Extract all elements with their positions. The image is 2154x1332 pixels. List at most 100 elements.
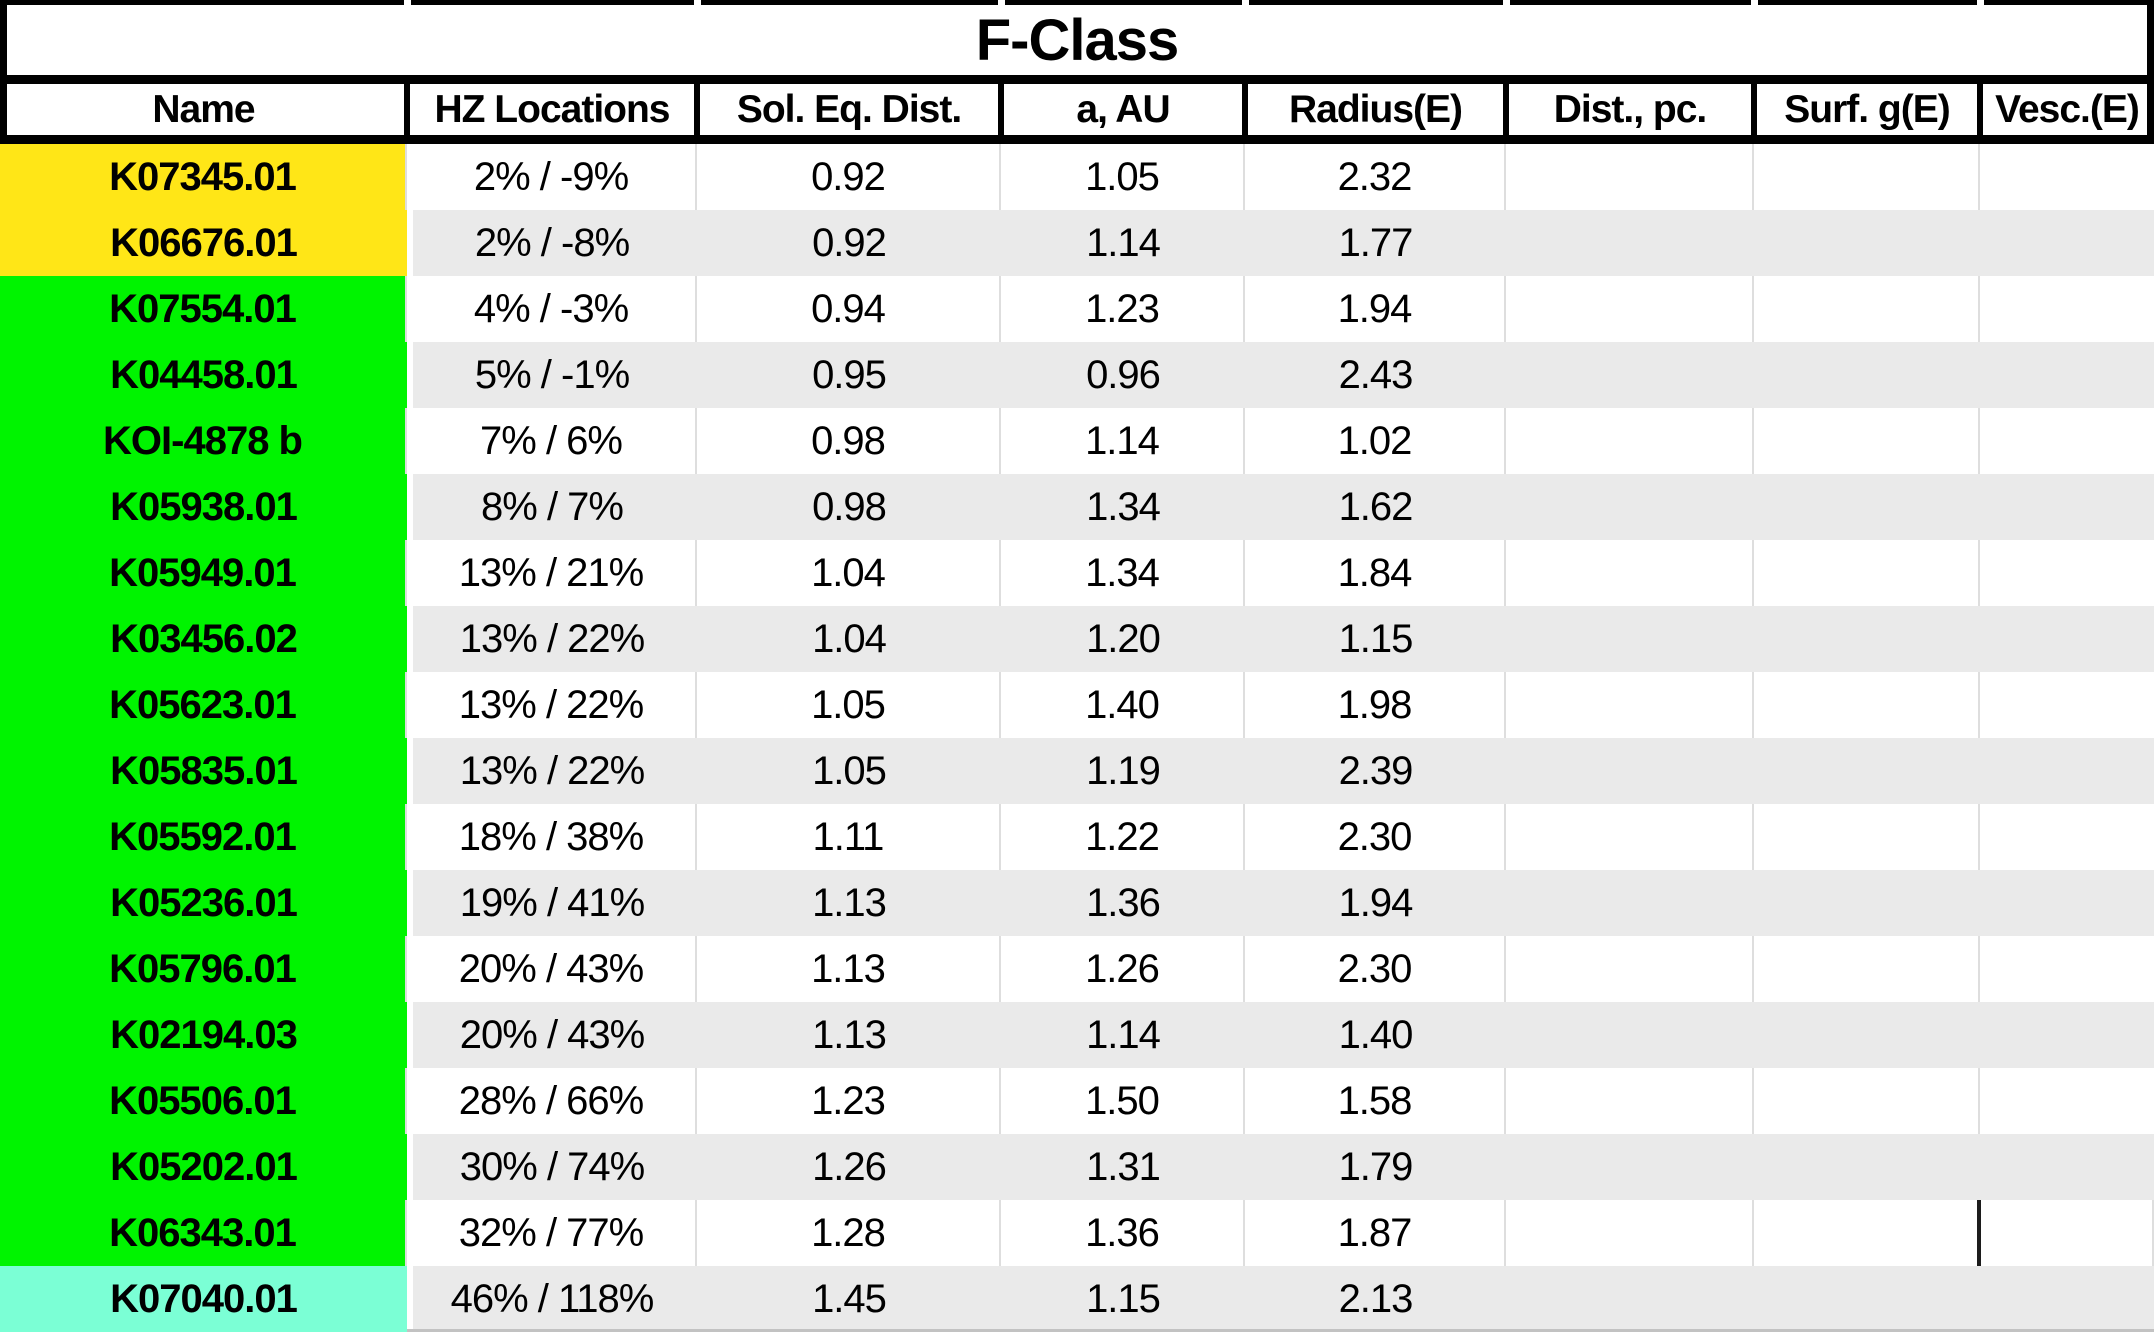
radius-cell[interactable]: 2.32 [1245, 144, 1506, 210]
surf-g-cell[interactable] [1754, 870, 1980, 936]
sol-eq-dist-cell[interactable]: 0.92 [812, 220, 887, 265]
vesc-cell[interactable] [1980, 540, 2154, 606]
surf-g-cell[interactable] [1754, 606, 1980, 672]
vesc-cell[interactable] [1980, 276, 2154, 342]
name-cell[interactable]: K05938.01 [0, 474, 407, 540]
surf-g-cell[interactable] [1754, 804, 1980, 870]
surf-g-cell[interactable] [1754, 1068, 1980, 1134]
radius-cell[interactable]: 1.94 [1338, 880, 1414, 925]
dist-pc-cell[interactable] [1506, 342, 1754, 408]
sol-eq-dist-cell[interactable]: 1.28 [697, 1200, 1001, 1266]
vesc-cell[interactable] [1980, 1134, 2154, 1200]
column-header[interactable]: Radius(E) [1288, 87, 1463, 131]
vesc-cell[interactable] [1980, 144, 2154, 210]
radius-cell[interactable]: 1.79 [1338, 1144, 1414, 1189]
radius-cell[interactable]: 1.02 [1245, 408, 1506, 474]
hz-locations-cell[interactable]: 20% / 43% [459, 1012, 645, 1057]
name-cell[interactable]: KOI-4878 b [0, 408, 407, 474]
column-header[interactable]: HZ Locations [434, 87, 670, 131]
vesc-cell[interactable] [1980, 342, 2154, 408]
dist-pc-cell[interactable] [1506, 1266, 1754, 1332]
vesc-cell[interactable] [1980, 606, 2154, 672]
sol-eq-dist-cell[interactable]: 1.05 [697, 672, 1001, 738]
a-au-cell[interactable]: 1.15 [1086, 1276, 1161, 1321]
name-cell[interactable]: K05835.01 [0, 738, 407, 804]
dist-pc-cell[interactable] [1506, 672, 1754, 738]
sol-eq-dist-cell[interactable]: 1.11 [697, 804, 1001, 870]
sol-eq-dist-cell[interactable]: 1.45 [812, 1276, 887, 1321]
vesc-cell[interactable] [1980, 1068, 2154, 1134]
dist-pc-cell[interactable] [1506, 1068, 1754, 1134]
name-cell[interactable]: K06343.01 [0, 1200, 407, 1266]
hz-locations-cell[interactable]: 4% / -3% [407, 276, 697, 342]
a-au-cell[interactable]: 1.36 [1086, 880, 1161, 925]
surf-g-cell[interactable] [1754, 936, 1980, 1002]
dist-pc-cell[interactable] [1506, 606, 1754, 672]
surf-g-cell[interactable] [1754, 474, 1980, 540]
name-cell[interactable]: K05236.01 [0, 870, 407, 936]
dist-pc-cell[interactable] [1506, 210, 1754, 276]
name-cell[interactable]: K07345.01 [0, 144, 407, 210]
hz-locations-cell[interactable]: 5% / -1% [474, 352, 630, 397]
name-cell[interactable]: K05592.01 [0, 804, 407, 870]
name-cell[interactable]: K04458.01 [0, 342, 407, 408]
hz-locations-cell[interactable]: 8% / 7% [481, 484, 624, 529]
name-cell[interactable]: K05796.01 [0, 936, 407, 1002]
column-header[interactable]: Surf. g(E) [1784, 87, 1950, 131]
a-au-cell[interactable]: 1.14 [1086, 220, 1161, 265]
column-header[interactable]: a, AU [1076, 87, 1170, 131]
a-au-cell[interactable]: 0.96 [1086, 352, 1161, 397]
sol-eq-dist-cell[interactable]: 1.13 [812, 880, 887, 925]
dist-pc-cell[interactable] [1506, 1134, 1754, 1200]
vesc-cell[interactable] [1980, 474, 2154, 540]
surf-g-cell[interactable] [1754, 342, 1980, 408]
vesc-cell[interactable] [1980, 408, 2154, 474]
vesc-cell[interactable] [1980, 936, 2154, 1002]
hz-locations-cell[interactable]: 28% / 66% [407, 1068, 697, 1134]
sol-eq-dist-cell[interactable]: 1.05 [812, 748, 887, 793]
a-au-cell[interactable]: 1.40 [1001, 672, 1245, 738]
hz-locations-cell[interactable]: 7% / 6% [407, 408, 697, 474]
sol-eq-dist-cell[interactable]: 1.04 [697, 540, 1001, 606]
column-header[interactable]: Vesc.(E) [1995, 87, 2140, 131]
vesc-cell[interactable] [1980, 1002, 2154, 1068]
dist-pc-cell[interactable] [1506, 1200, 1754, 1266]
radius-cell[interactable]: 2.39 [1338, 748, 1414, 793]
dist-pc-cell[interactable] [1506, 936, 1754, 1002]
name-cell[interactable]: K07040.01 [0, 1266, 407, 1332]
surf-g-cell[interactable] [1754, 540, 1980, 606]
name-cell[interactable]: K03456.02 [0, 606, 407, 672]
radius-cell[interactable]: 1.40 [1338, 1012, 1414, 1057]
column-header[interactable]: Dist., pc. [1553, 87, 1708, 131]
vesc-cell[interactable] [1980, 210, 2154, 276]
a-au-cell[interactable]: 1.50 [1001, 1068, 1245, 1134]
a-au-cell[interactable]: 1.36 [1001, 1200, 1245, 1266]
radius-cell[interactable]: 1.94 [1245, 276, 1506, 342]
a-au-cell[interactable]: 1.19 [1086, 748, 1161, 793]
sol-eq-dist-cell[interactable]: 1.04 [812, 616, 887, 661]
hz-locations-cell[interactable]: 20% / 43% [407, 936, 697, 1002]
surf-g-cell[interactable] [1754, 1002, 1980, 1068]
a-au-cell[interactable]: 1.14 [1001, 408, 1245, 474]
sol-eq-dist-cell[interactable]: 1.23 [697, 1068, 1001, 1134]
surf-g-cell[interactable] [1754, 276, 1980, 342]
surf-g-cell[interactable] [1754, 408, 1980, 474]
vesc-cell[interactable] [1980, 738, 2154, 804]
sol-eq-dist-cell[interactable]: 1.13 [697, 936, 1001, 1002]
name-cell[interactable]: K05202.01 [0, 1134, 407, 1200]
radius-cell[interactable]: 2.43 [1338, 352, 1414, 397]
hz-locations-cell[interactable]: 46% / 118% [450, 1276, 655, 1321]
radius-cell[interactable]: 2.13 [1338, 1276, 1414, 1321]
vesc-cell[interactable] [1980, 672, 2154, 738]
sol-eq-dist-cell[interactable]: 0.95 [812, 352, 887, 397]
a-au-cell[interactable]: 1.14 [1086, 1012, 1161, 1057]
sol-eq-dist-cell[interactable]: 1.26 [812, 1144, 887, 1189]
radius-cell[interactable]: 1.98 [1245, 672, 1506, 738]
a-au-cell[interactable]: 1.34 [1001, 540, 1245, 606]
radius-cell[interactable]: 1.15 [1338, 616, 1414, 661]
radius-cell[interactable]: 1.84 [1245, 540, 1506, 606]
dist-pc-cell[interactable] [1506, 474, 1754, 540]
vesc-cell[interactable] [1980, 870, 2154, 936]
vesc-cell[interactable] [1980, 1200, 2154, 1266]
radius-cell[interactable]: 1.62 [1338, 484, 1414, 529]
